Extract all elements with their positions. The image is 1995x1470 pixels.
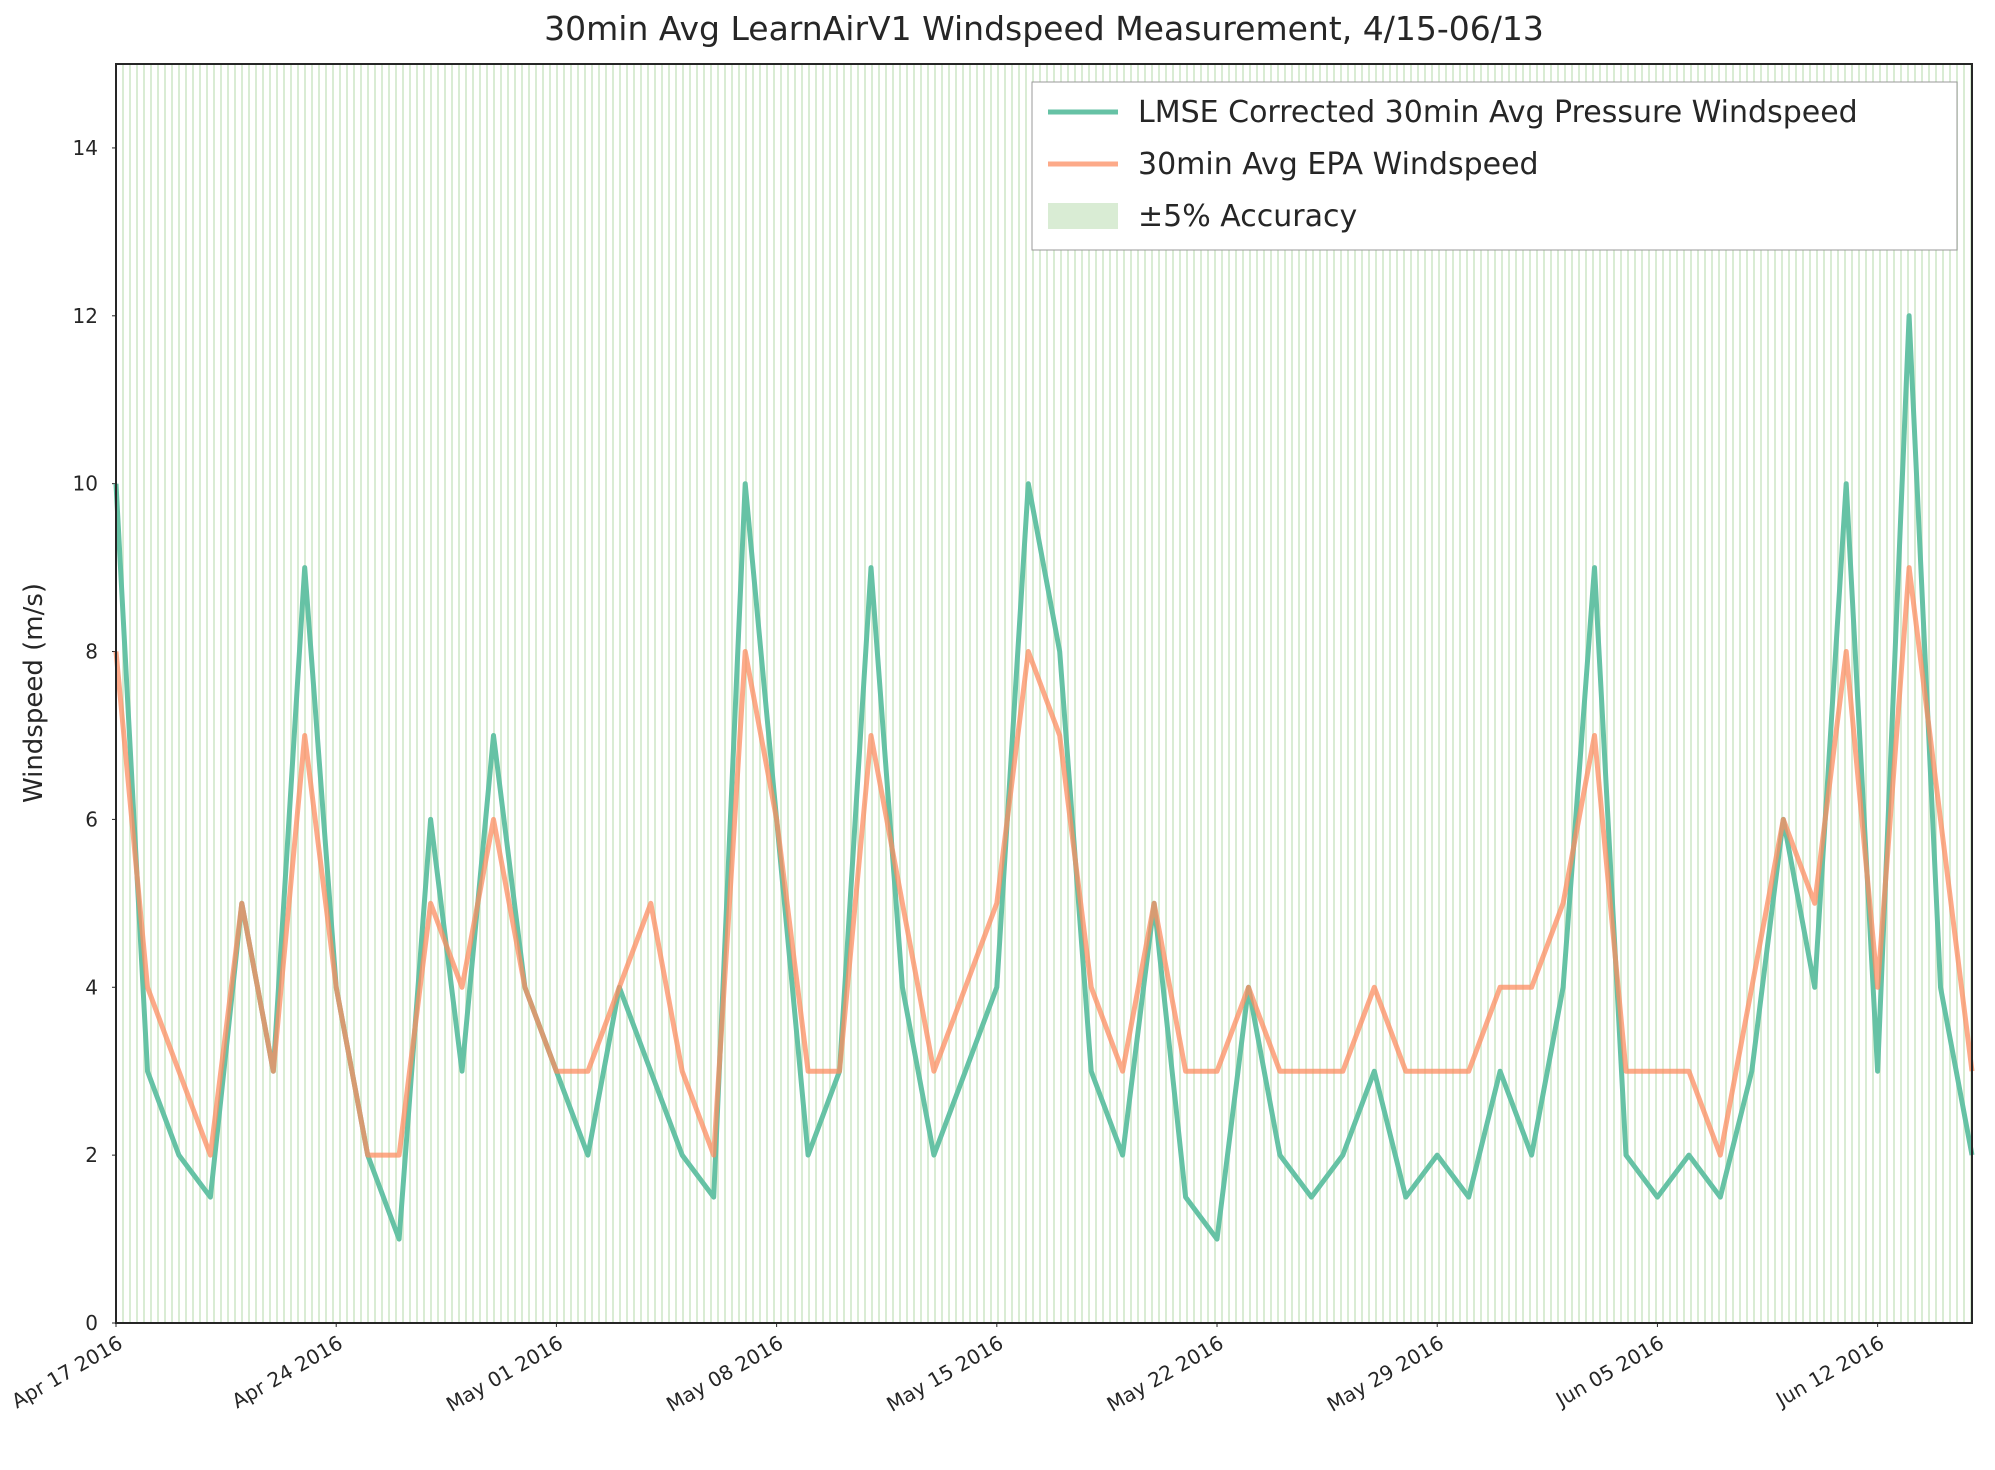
- x-tick-label: Jun 12 2016: [1770, 1331, 1888, 1413]
- y-tick-label: 10: [73, 472, 98, 496]
- y-tick-label: 2: [85, 1143, 98, 1167]
- series-line: [113, 313, 1975, 1242]
- x-tick-label: May 08 2016: [662, 1331, 787, 1417]
- x-tick-label: Jun 05 2016: [1550, 1331, 1668, 1413]
- x-tick-label: Apr 24 2016: [228, 1331, 347, 1414]
- x-tick-label: May 29 2016: [1323, 1331, 1448, 1417]
- y-axis-label: Windspeed (m/s): [19, 583, 49, 803]
- series-line: [113, 565, 1975, 1158]
- x-tick-label: May 15 2016: [882, 1331, 1007, 1417]
- x-tick-label: Apr 17 2016: [7, 1331, 126, 1414]
- x-tick-label: May 22 2016: [1103, 1331, 1228, 1417]
- accuracy-band: [115, 64, 1972, 1323]
- y-tick-label: 12: [73, 304, 98, 328]
- x-tick-label: May 01 2016: [442, 1331, 567, 1417]
- y-tick-label: 4: [85, 975, 98, 999]
- legend-label: 30min Avg EPA Windspeed: [1138, 147, 1539, 182]
- y-tick-label: 8: [85, 640, 98, 664]
- y-tick-label: 6: [85, 807, 98, 831]
- chart-title: 30min Avg LearnAirV1 Windspeed Measureme…: [544, 9, 1544, 48]
- y-tick-label: 14: [73, 136, 98, 160]
- legend-swatch: [1048, 203, 1118, 229]
- legend-box: [1031, 81, 1958, 251]
- y-tick-label: 0: [85, 1311, 98, 1335]
- legend-label: ±5% Accuracy: [1138, 199, 1357, 234]
- legend-label: LMSE Corrected 30min Avg Pressure Windsp…: [1138, 95, 1858, 130]
- plot-frame: [115, 63, 1973, 1324]
